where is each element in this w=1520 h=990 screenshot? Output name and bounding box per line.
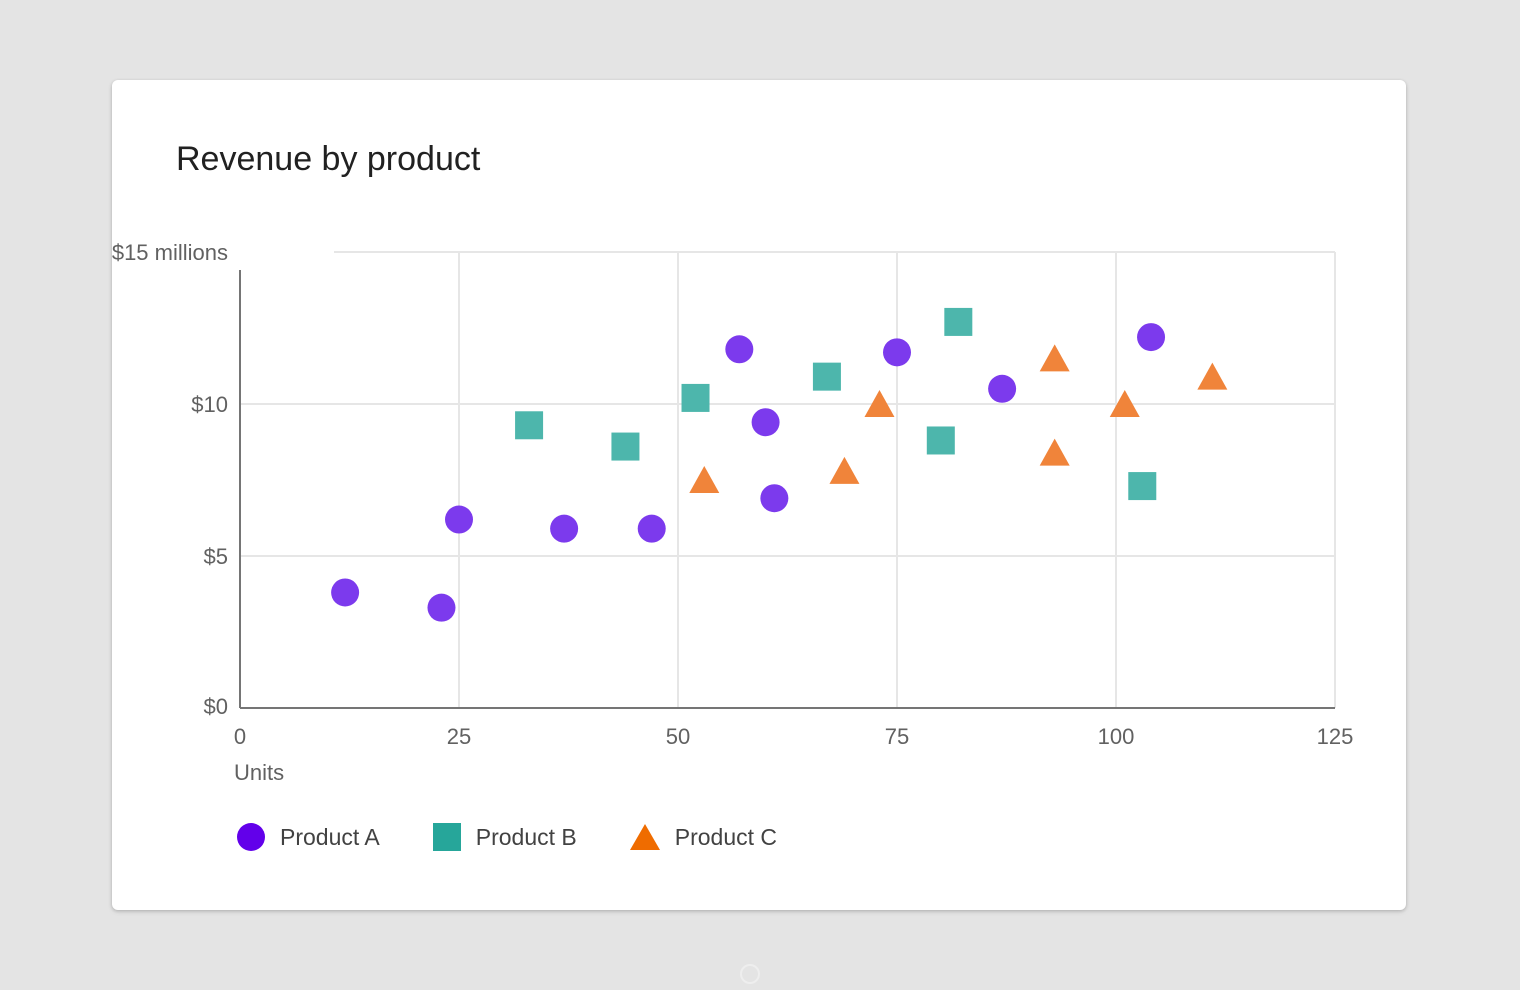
legend-item-product-a[interactable]: Product A bbox=[236, 822, 380, 852]
point-product-c bbox=[1197, 362, 1228, 390]
point-product-a bbox=[1137, 323, 1166, 352]
legend-label: Product C bbox=[674, 823, 777, 850]
y-tick-label: $10 bbox=[191, 392, 228, 417]
point-product-b bbox=[515, 411, 544, 440]
point-product-b bbox=[681, 383, 710, 412]
point-product-b bbox=[1128, 472, 1157, 501]
x-tick-label: 125 bbox=[1317, 724, 1354, 749]
legend-label: Product B bbox=[475, 823, 577, 850]
point-product-a bbox=[725, 335, 754, 364]
legend-label: Product A bbox=[280, 823, 380, 850]
legend: Product A Product B Product C bbox=[236, 822, 829, 852]
point-product-b bbox=[611, 432, 640, 461]
point-product-a bbox=[751, 408, 780, 437]
x-tick-label: 25 bbox=[447, 724, 471, 749]
chart-card: Revenue by product $0 $5 $10 $15 millions 0 2… bbox=[112, 80, 1406, 910]
point-product-b bbox=[944, 307, 973, 336]
point-product-a bbox=[445, 505, 473, 534]
triangle-marker-icon bbox=[629, 824, 660, 850]
point-product-c bbox=[829, 456, 860, 484]
circle-marker-icon bbox=[237, 823, 265, 851]
axes bbox=[239, 270, 1335, 709]
point-product-c bbox=[1039, 438, 1070, 466]
y-tick-label: $15 millions bbox=[112, 240, 228, 265]
point-product-b bbox=[926, 426, 955, 455]
point-product-a bbox=[550, 514, 579, 543]
point-product-a bbox=[760, 484, 789, 513]
point-product-c bbox=[1109, 390, 1140, 417]
tick-labels: $0 $5 $10 $15 millions 0 25 50 75 100 125 bbox=[112, 240, 1353, 749]
point-product-c bbox=[864, 390, 895, 417]
point-product-c bbox=[1039, 344, 1070, 372]
x-tick-label: 100 bbox=[1098, 724, 1135, 749]
y-tick-label: $0 bbox=[204, 694, 228, 719]
point-product-c bbox=[689, 466, 720, 493]
grid-lines bbox=[240, 251, 1336, 708]
point-product-a bbox=[988, 374, 1017, 403]
square-marker-icon bbox=[432, 823, 461, 851]
legend-item-product-c[interactable]: Product C bbox=[629, 822, 777, 852]
x-tick-label: 0 bbox=[234, 724, 246, 749]
point-product-a bbox=[331, 578, 360, 607]
point-product-a bbox=[883, 338, 911, 367]
x-tick-label: 50 bbox=[666, 724, 690, 749]
chart-title: Revenue by product bbox=[176, 140, 481, 178]
point-product-b bbox=[812, 362, 841, 391]
x-tick-label: 75 bbox=[885, 724, 909, 749]
legend-item-product-b[interactable]: Product B bbox=[432, 822, 577, 852]
point-product-a bbox=[427, 593, 456, 622]
scatter-plot: $0 $5 $10 $15 millions 0 25 50 75 100 125 Units bbox=[112, 240, 1353, 785]
point-product-a bbox=[637, 514, 666, 543]
watermark-icon bbox=[740, 964, 760, 984]
data-points bbox=[331, 307, 1228, 622]
x-axis-title: Units bbox=[234, 760, 284, 785]
y-tick-label: $5 bbox=[204, 544, 228, 569]
